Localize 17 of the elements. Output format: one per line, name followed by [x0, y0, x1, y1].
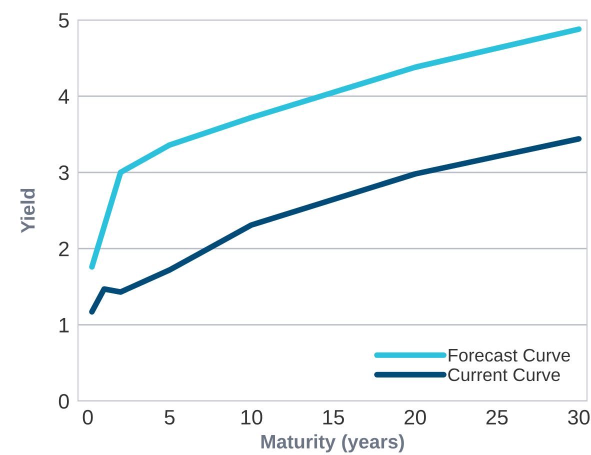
y-tick-label: 2 — [59, 242, 69, 256]
x-axis-title: Maturity (years) — [261, 434, 404, 452]
y-axis-title: Yield — [20, 188, 35, 234]
x-tick-label: 10 — [241, 410, 262, 425]
x-tick-label: 5 — [164, 410, 175, 425]
y-tick-label: 4 — [58, 89, 70, 104]
x-tick-label: 20 — [404, 410, 426, 425]
legend-label: Current Curve — [448, 368, 560, 382]
y-tick-label: 1 — [60, 318, 69, 332]
x-tick-label: 0 — [82, 410, 93, 425]
x-tick-label: 30 — [568, 410, 590, 425]
x-tick-label: 15 — [323, 410, 344, 425]
y-tick-label: 3 — [58, 165, 69, 180]
x-tick-label: 25 — [486, 410, 508, 425]
legend-label: Forecast Curve — [448, 348, 570, 362]
y-tick-label: 5 — [58, 13, 69, 28]
y-tick-label: 0 — [58, 394, 69, 409]
